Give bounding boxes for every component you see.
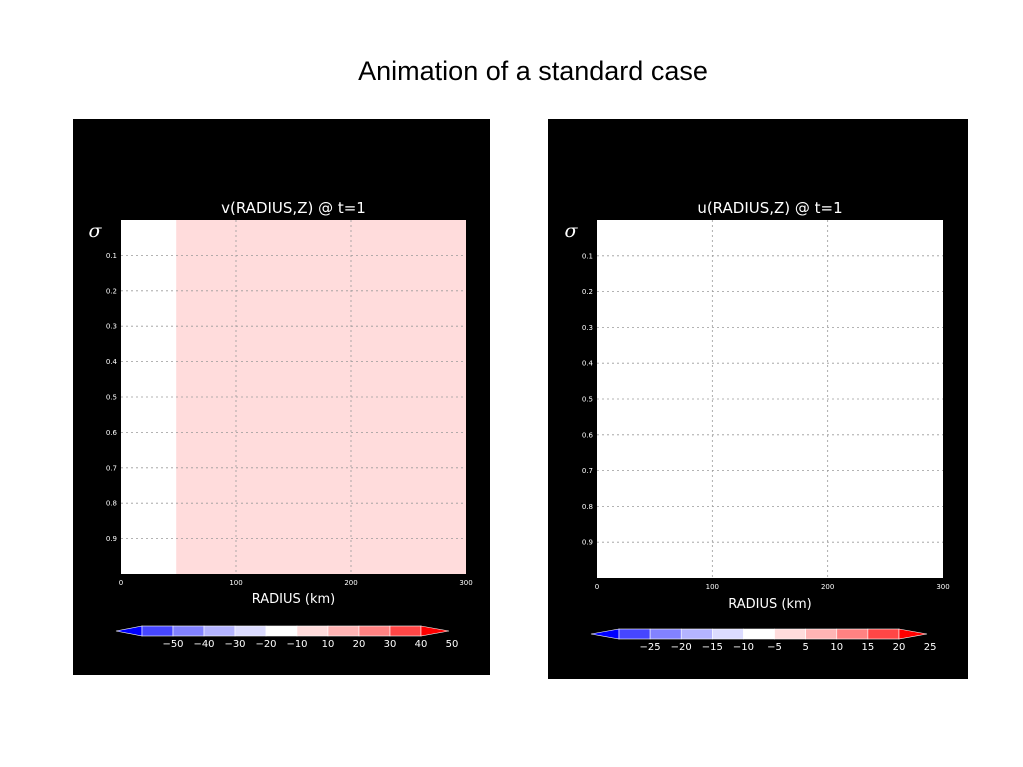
colorbar-label: −15 [702, 642, 723, 653]
y-tick-label: 0.9 [582, 539, 593, 547]
y-axis-label: σ [565, 220, 579, 242]
colorbar-label: 20 [893, 642, 906, 653]
chart-v-wind: v(RADIUS,Z) @ t=1 0.1 0.2 0.3 0.4 0.5 0.6 0.7 0.… [89, 199, 473, 650]
colorbar-end-low [115, 625, 143, 637]
y-axis-label: σ [89, 220, 103, 242]
y-tick-label: 0.7 [106, 464, 117, 472]
colorbar-swatch [389, 625, 422, 637]
colorbar-label: 15 [862, 642, 875, 653]
colorbar-swatch [774, 628, 806, 640]
colorbar-swatch [680, 628, 713, 640]
y-tick-label: 0.2 [106, 287, 117, 295]
chart-u-wind: u(RADIUS,Z) @ t=1 0.1 0.2 0.3 0.4 0.5 0.6 0.7 0.… [565, 199, 950, 653]
colorbar-swatch [172, 625, 205, 637]
chart-title: v(RADIUS,Z) @ t=1 [221, 199, 366, 217]
y-tick-label: 0.6 [582, 431, 594, 439]
colorbar-label: 20 [353, 639, 366, 650]
y-tick-label: 0.7 [582, 467, 593, 475]
fill-region-0 [597, 220, 943, 578]
colorbar-label: −40 [193, 639, 214, 650]
y-tick-label: 0.2 [582, 288, 593, 296]
colorbar-label: 25 [924, 642, 937, 653]
colorbar-swatch [743, 628, 775, 640]
colorbar-label: −25 [640, 642, 661, 653]
panel-v: v(RADIUS,Z) @ t=1 0.1 0.2 0.3 0.4 0.5 0.6 0.7 0.… [73, 119, 490, 675]
colorbar-label: −20 [255, 639, 276, 650]
colorbar-label: −10 [733, 642, 754, 653]
y-tick-label: 0.8 [582, 503, 593, 511]
y-tick-label: 0.3 [106, 323, 117, 331]
colorbar-label: 5 [802, 642, 808, 653]
colorbar-swatch [836, 628, 869, 640]
colorbar-label: 40 [415, 639, 428, 650]
y-tick-label: 0.6 [106, 429, 118, 437]
y-tick-label: 0.4 [582, 360, 594, 368]
colorbar-swatch [327, 625, 360, 637]
y-tick-label: 0.3 [582, 324, 593, 332]
x-tick-label: 300 [936, 583, 949, 591]
x-tick-label: 100 [706, 583, 719, 591]
colorbar-label: 30 [384, 639, 397, 650]
panel-u: u(RADIUS,Z) @ t=1 0.1 0.2 0.3 0.4 0.5 0.6 0.7 0.… [548, 119, 968, 679]
colorbar-swatch [203, 625, 236, 637]
x-tick-label: 200 [344, 579, 357, 587]
slide-title: Animation of a standard case [358, 56, 708, 86]
y-tick-label: 0.1 [106, 252, 117, 260]
colorbar-swatch [867, 628, 900, 640]
y-tick-label: 0.1 [582, 252, 593, 260]
x-tick-label: 100 [229, 579, 242, 587]
colorbar-swatch [805, 628, 838, 640]
x-axis-label: RADIUS (km) [728, 597, 811, 612]
chart-title: u(RADIUS,Z) @ t=1 [697, 199, 842, 217]
colorbar-swatch [618, 628, 651, 640]
colorbar-swatch [234, 625, 267, 637]
colorbar-end-low [590, 628, 620, 640]
x-tick-label: 0 [595, 583, 599, 591]
y-tick-label: 0.5 [582, 396, 593, 404]
colorbar-label: 50 [446, 639, 459, 650]
colorbar-end-high [420, 625, 450, 637]
colorbar-swatch [296, 625, 329, 637]
colorbar-label: −20 [671, 642, 692, 653]
colorbar-label: −10 [286, 639, 307, 650]
colorbar-swatch [358, 625, 391, 637]
y-tick-label: 0.8 [106, 500, 117, 508]
x-tick-label: 300 [459, 579, 472, 587]
colorbar-label: −50 [162, 639, 183, 650]
colorbar-label: −5 [767, 642, 782, 653]
y-tick-label: 0.4 [106, 358, 118, 366]
colorbar-swatch [712, 628, 744, 640]
colorbar-label: −30 [224, 639, 245, 650]
y-tick-label: 0.5 [106, 394, 117, 402]
colorbar-end-high [898, 628, 928, 640]
x-axis-label: RADIUS (km) [252, 592, 335, 607]
x-tick-label: 200 [821, 583, 834, 591]
colorbar-label: 10 [322, 639, 335, 650]
colorbar-swatch [265, 625, 298, 637]
y-tick-label: 0.9 [106, 535, 117, 543]
colorbar-swatch [649, 628, 682, 640]
colorbar-label: 10 [830, 642, 843, 653]
x-tick-label: 0 [119, 579, 123, 587]
colorbar-swatch [141, 625, 174, 637]
